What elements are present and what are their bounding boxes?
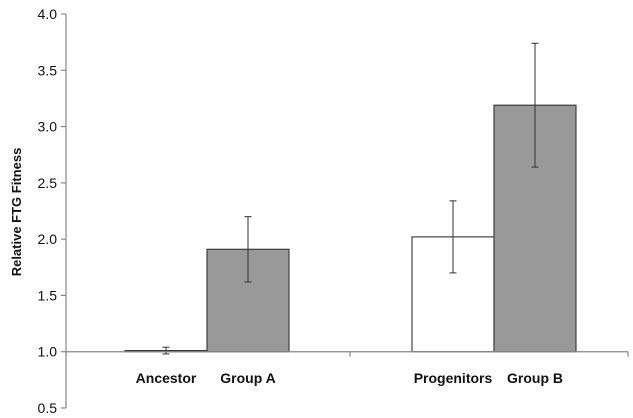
category-label: Progenitors xyxy=(414,370,493,386)
y-tick-label: 2.5 xyxy=(38,175,58,191)
y-tick-label: 0.5 xyxy=(38,400,58,416)
y-tick-label: 3.5 xyxy=(38,62,58,78)
y-axis-title: Relative FTG Fitness xyxy=(9,148,24,277)
y-tick-label: 1.5 xyxy=(38,287,58,303)
category-label: Ancestor xyxy=(136,370,197,386)
y-tick-label: 2.0 xyxy=(38,231,58,247)
y-tick-label: 3.0 xyxy=(38,119,58,135)
category-label: Group B xyxy=(507,370,563,386)
bars xyxy=(124,42,577,355)
x-axis xyxy=(65,351,629,357)
category-labels: Ancestor Group A Progenitors Group B xyxy=(136,370,563,386)
y-tick-label: 1.0 xyxy=(38,344,58,360)
y-axis: 0.5 1.0 1.5 2.0 2.5 3.0 3.5 4.0 xyxy=(38,6,67,416)
category-label: Group A xyxy=(220,370,275,386)
y-tick-label: 4.0 xyxy=(38,6,58,22)
